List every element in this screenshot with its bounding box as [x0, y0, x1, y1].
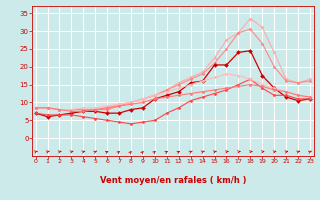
X-axis label: Vent moyen/en rafales ( km/h ): Vent moyen/en rafales ( km/h ): [100, 176, 246, 185]
